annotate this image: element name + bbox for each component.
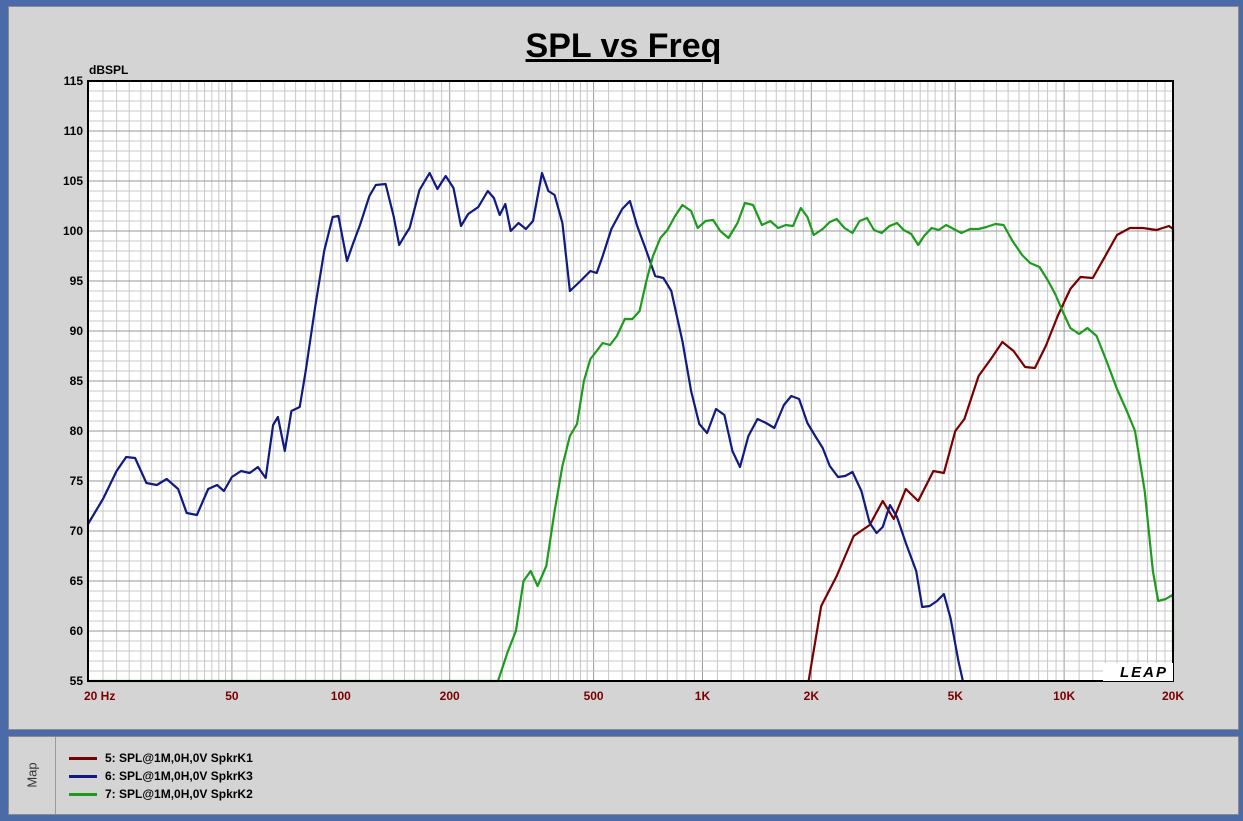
y-tick-label: 70 — [70, 524, 84, 538]
x-tick-label: 20 Hz — [84, 689, 115, 703]
y-tick-label: 80 — [70, 424, 84, 438]
y-tick-label: 105 — [63, 174, 83, 188]
y-tick-label: 95 — [70, 274, 84, 288]
leap-logo-bg — [1103, 663, 1173, 681]
y-tick-label: 100 — [63, 224, 83, 238]
series-line-3 — [88, 201, 1175, 683]
series-line-2 — [87, 171, 964, 682]
y-tick-label: 110 — [64, 124, 84, 138]
legend-swatch-spkrk1 — [69, 756, 97, 760]
y-tick-label: 60 — [70, 624, 84, 638]
x-tick-label: 10K — [1053, 689, 1075, 703]
y-tick-label: 75 — [70, 474, 84, 488]
plot-border — [87, 80, 1174, 682]
x-tick-label: 2K — [804, 689, 820, 703]
y-tick-label: 85 — [70, 374, 84, 388]
y-tick-label: 65 — [70, 574, 84, 588]
x-tick-label: 100 — [331, 689, 351, 703]
y-tick-label: 90 — [70, 324, 84, 338]
chart-title: SPL vs Freq — [525, 27, 722, 65]
x-tick-label: 20K — [1162, 689, 1184, 703]
x-tick-label: 50 — [225, 689, 239, 703]
x-tick-label: 5K — [948, 689, 964, 703]
legend-swatch-spkrk3 — [69, 774, 97, 778]
legend-panel: Map 5: SPL@1M,0H,0V SpkrK1 6: SPL@1M,0H,… — [8, 736, 1239, 815]
legend-item-spkrk2[interactable]: 7: SPL@1M,0H,0V SpkrK2 — [69, 785, 253, 803]
map-tab[interactable]: Map — [9, 737, 56, 814]
legend-item-spkrk3[interactable]: 6: SPL@1M,0H,0V SpkrK3 — [69, 767, 253, 785]
legend-label-spkrk2: 7: SPL@1M,0H,0V SpkrK2 — [105, 787, 253, 801]
legend-label-spkrk1: 5: SPL@1M,0H,0V SpkrK1 — [105, 751, 253, 765]
x-tick-label: 1K — [695, 689, 711, 703]
y-tick-label: 115 — [64, 74, 84, 88]
spl-chart: 55 60 65 70 75 80 85 90 95 100 105 110 115 20 Hz 50 100… — [63, 63, 1184, 703]
legend-swatch-spkrk2 — [69, 792, 97, 796]
y-tick-label: 55 — [70, 674, 84, 688]
legend-label-spkrk3: 6: SPL@1M,0H,0V SpkrK3 — [105, 769, 253, 783]
series-line-1 — [807, 224, 1175, 682]
map-tab-label: Map — [24, 762, 40, 788]
leap-logo: LEAP — [1120, 664, 1168, 681]
y-axis-label: dBSPL — [89, 63, 128, 77]
legend-item-spkrk1[interactable]: 5: SPL@1M,0H,0V SpkrK1 — [69, 749, 253, 767]
x-tick-label: 200 — [440, 689, 460, 703]
x-tick-label: 500 — [584, 689, 604, 703]
